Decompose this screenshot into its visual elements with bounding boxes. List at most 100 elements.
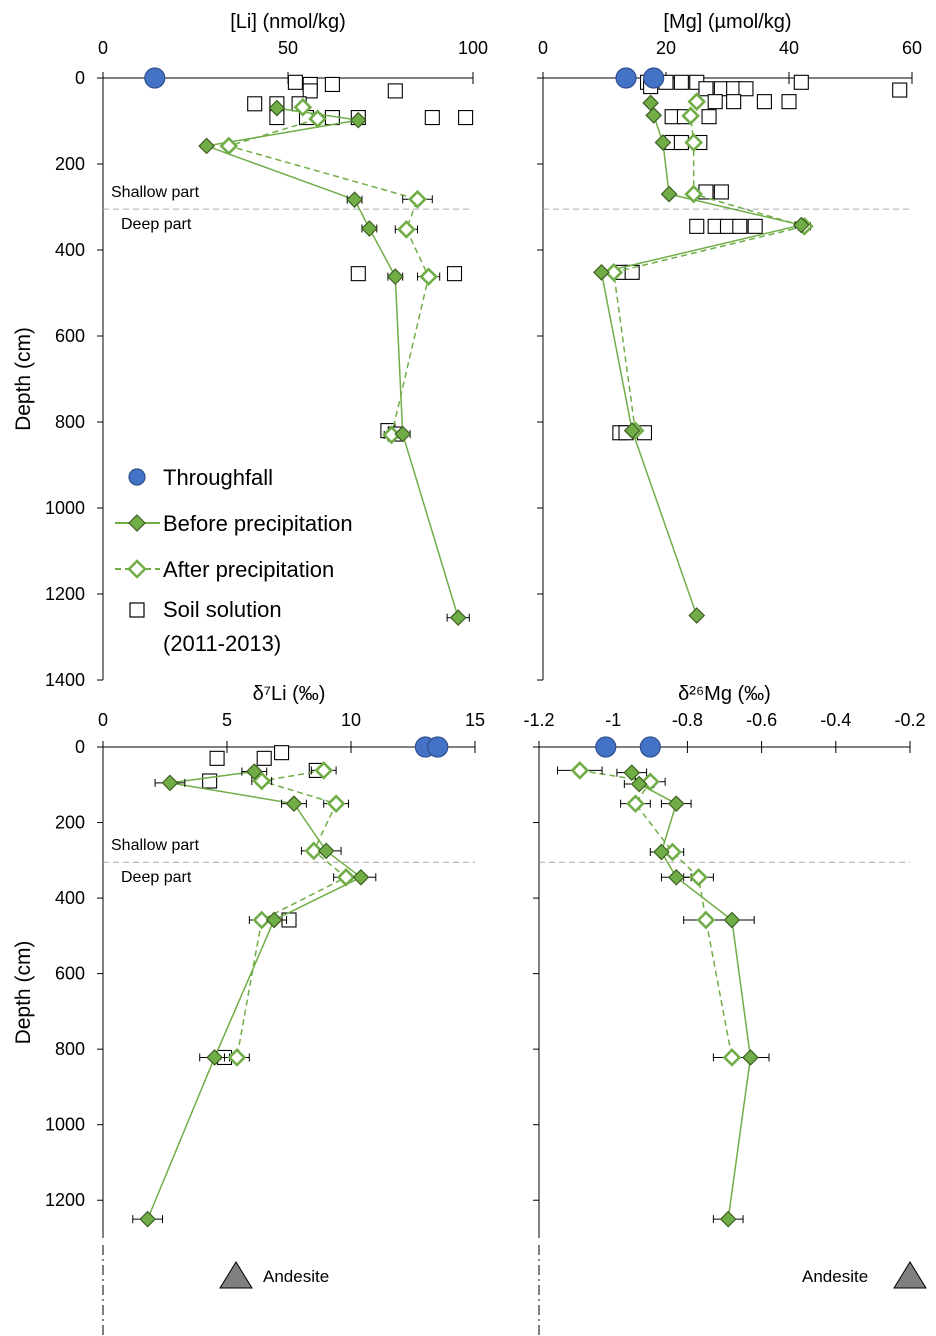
before-point [285, 795, 303, 813]
x-tick-label: 20 [656, 38, 676, 58]
deep-part-label: Deep part [121, 869, 192, 886]
soil-solution-point [274, 745, 290, 761]
soil-solution-point [756, 94, 772, 110]
y-tick-label: 1200 [45, 1190, 85, 1210]
after-point [684, 133, 704, 152]
legend-throughfall: Throughfall [128, 465, 273, 490]
x-tick-label: -0.8 [672, 710, 703, 730]
before-point [198, 137, 215, 155]
soil-solution-point [324, 76, 340, 92]
y-tick-label: 200 [55, 813, 85, 833]
y-tick-label: 0 [75, 68, 85, 88]
after-point [293, 97, 313, 117]
after-point [314, 761, 334, 780]
throughfall-point [639, 736, 661, 758]
legend-after-marker [127, 559, 147, 579]
before-point [139, 1210, 156, 1228]
before-line [146, 770, 363, 1220]
andesite-left: Andesite [219, 1261, 329, 1289]
after-point [252, 771, 272, 791]
before-point [645, 107, 663, 124]
soil-solution-point [446, 266, 463, 282]
before-point [386, 268, 404, 286]
legend-after-label: After precipitation [163, 557, 334, 582]
y-tick-label: 800 [55, 412, 85, 432]
before-point [593, 264, 610, 281]
throughfall-point [427, 736, 449, 758]
andesite-icon [219, 1261, 253, 1289]
y-tick-label: 200 [55, 154, 85, 174]
x-tick-label: -1.2 [523, 710, 554, 730]
after-point [419, 267, 438, 286]
y-tick-label: 400 [55, 888, 85, 908]
soil-solution-point [350, 266, 366, 282]
legend: Throughfall Before precipitation After p… [115, 465, 353, 656]
soil-solution-point [424, 110, 440, 126]
after-point [252, 910, 272, 930]
x-tick-label: -0.6 [746, 710, 777, 730]
soil-solution-point [732, 218, 748, 234]
shallow-part-label: Shallow part [111, 837, 200, 854]
after-line [226, 106, 430, 436]
after-point [304, 841, 324, 861]
after-point [326, 794, 346, 813]
after-point [308, 109, 327, 129]
legend-before: Before precipitation [115, 511, 353, 536]
panel-li: [Li] (nmol/kg)0 50 10002004006008001000120… [12, 11, 488, 690]
soil-solution-point [793, 74, 809, 90]
legend-soil: Soil solution (2011-2013) [129, 597, 282, 656]
soil-solution-point [247, 96, 263, 112]
y-axis-label: Depth (cm) [12, 941, 35, 1045]
legend-soil-label-years: (2011-2013) [163, 631, 281, 656]
soil-solution-point [698, 81, 714, 97]
before-point [792, 216, 810, 234]
soil-solution-point [202, 773, 218, 789]
x-tick-label: 15 [465, 710, 485, 730]
x-tick-label: 60 [902, 38, 922, 58]
before-point [667, 795, 685, 813]
after-point [640, 772, 660, 792]
x-tick-label: 50 [278, 38, 298, 58]
x-tick-label: 0 [98, 38, 108, 58]
before-line [631, 772, 752, 1220]
x-tick-label: -0.2 [894, 710, 925, 730]
legend-after: After precipitation [115, 557, 334, 582]
legend-soil-label: Soil solution [163, 597, 282, 622]
y-tick-label: 1000 [45, 1115, 85, 1135]
soil-solution-point [707, 94, 723, 110]
x-tick-label: -0.4 [820, 710, 851, 730]
axis-title-li: [Li] (nmol/kg) [230, 11, 346, 33]
before-point [623, 764, 641, 782]
deep-part-label: Deep part [121, 216, 192, 233]
soil-solution-point [713, 184, 729, 200]
before-point [653, 843, 670, 861]
before-point [449, 609, 467, 626]
before-point [317, 842, 335, 860]
basement-lines [102, 1245, 540, 1336]
andesite-icon [893, 1261, 927, 1289]
y-tick-label: 1200 [45, 584, 85, 604]
panel-d7li: δ⁷Li (‰) 0 5 10 15 0 200 400 600 800 1000 1200 Depth… [12, 683, 485, 1238]
panel-d26mg: δ²⁶Mg (‰) -1.2 -1 -0.8 -0.6 -0.4 -0.2 [523, 683, 926, 1238]
x-tick-label: 0 [538, 38, 548, 58]
after-point [681, 106, 700, 126]
legend-throughfall-label: Throughfall [163, 465, 273, 490]
x-tick-label: 5 [222, 710, 232, 730]
after-point [696, 910, 716, 930]
throughfall-point [595, 736, 617, 758]
x-tick-label: -1 [605, 710, 621, 730]
before-point [630, 775, 648, 793]
soil-solution-point [738, 81, 754, 97]
before-point [268, 99, 286, 117]
after-point [570, 761, 590, 780]
after-point [336, 867, 356, 887]
legend-soil-marker [129, 602, 145, 618]
soil-solution-point [689, 218, 705, 234]
y-tick-label: 1000 [45, 498, 85, 518]
soil-solution-point [209, 750, 225, 766]
x-tick-label: 100 [458, 38, 488, 58]
before-point [349, 111, 367, 129]
after-point [227, 1048, 247, 1067]
throughfall-point [615, 67, 637, 89]
x-tick-label: 40 [779, 38, 799, 58]
